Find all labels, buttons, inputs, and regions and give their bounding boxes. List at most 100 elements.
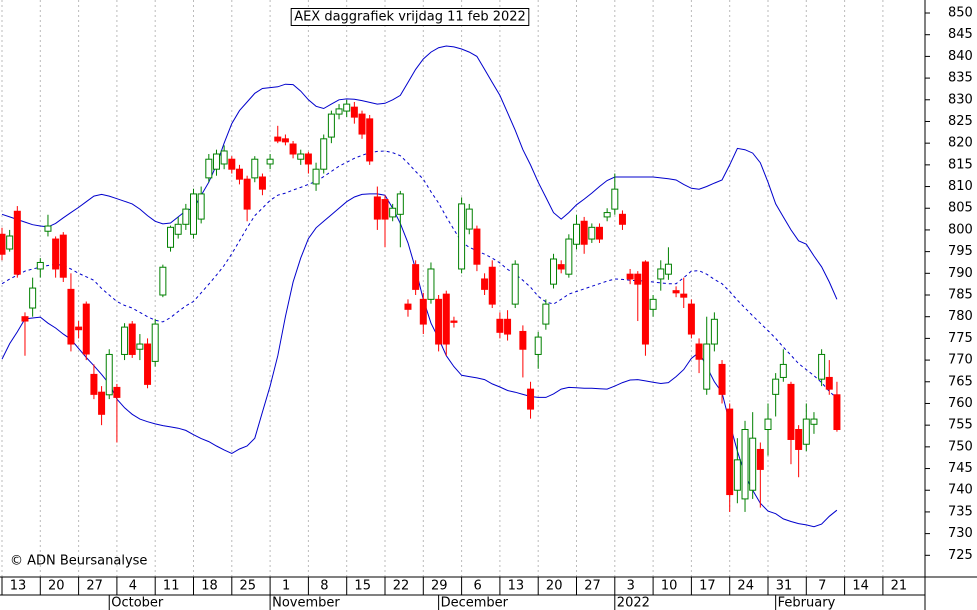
x-tick-label: 22 (393, 579, 410, 594)
candle-body (167, 226, 175, 248)
candle-body (664, 263, 672, 275)
candle-body (389, 207, 397, 218)
candle-body (67, 288, 75, 345)
candle-body (52, 238, 60, 270)
candle-body (802, 418, 810, 445)
candle-body (243, 178, 251, 210)
candle-body (588, 226, 596, 240)
y-tick-label: 785 (948, 288, 973, 303)
x-tick-label: 31 (776, 579, 793, 594)
candle-body (795, 428, 803, 450)
candle-body (220, 150, 228, 165)
candle-body (82, 303, 90, 355)
x-tick-label: 11 (163, 579, 180, 594)
candle-body (228, 158, 236, 170)
y-tick-label: 745 (948, 461, 973, 476)
candle-body (557, 264, 565, 270)
grid (1, 0, 884, 577)
month-label: December (441, 596, 509, 610)
candle-body (59, 234, 67, 278)
candle-body (251, 158, 259, 179)
candle-body (258, 176, 266, 190)
candle-body (695, 343, 703, 360)
y-tick-label: 735 (948, 504, 973, 519)
candle-body (542, 303, 550, 325)
candle-body (504, 318, 512, 335)
candle-body (634, 273, 642, 285)
candle-body (182, 208, 190, 225)
candle-body (687, 303, 695, 335)
y-tick-label: 755 (948, 418, 973, 433)
candle-body (733, 459, 741, 491)
y-tick-label: 770 (948, 353, 973, 368)
x-tick-label: 14 (852, 579, 869, 594)
candle-body (458, 203, 466, 270)
candle-body (527, 388, 535, 410)
band-upper (1, 45, 838, 300)
candle-body (412, 264, 420, 290)
y-tick-label: 845 (948, 27, 973, 42)
candle-body (151, 323, 159, 362)
candle-body (818, 353, 826, 380)
credit: © ADN Beursanalyse (10, 554, 147, 569)
y-tick-label: 750 (948, 439, 973, 454)
y-tick-label: 730 (948, 526, 973, 541)
candle-body (281, 138, 289, 143)
candle-body (36, 261, 44, 270)
candle-body (235, 168, 243, 180)
candle-body (764, 418, 772, 430)
y-tick-label: 795 (948, 244, 973, 259)
candle-body (0, 233, 6, 255)
candle-body (266, 158, 274, 165)
candle-body (718, 363, 726, 395)
candle-body (657, 268, 665, 280)
candle-body (603, 212, 611, 218)
candle-body (649, 298, 657, 310)
y-tick-label: 835 (948, 71, 973, 86)
candle-body (710, 318, 718, 345)
candle-body (174, 223, 182, 235)
candle-body (13, 210, 21, 275)
candle-body (680, 293, 688, 298)
candle-body (618, 213, 626, 225)
x-tick-label: 4 (129, 579, 137, 594)
candle-body (343, 103, 351, 112)
candle-body (519, 330, 527, 350)
candle-body (404, 303, 412, 310)
title-box (290, 8, 530, 26)
candle-body (703, 343, 711, 390)
y-tick-label: 780 (948, 309, 973, 324)
month-label: 2022 (617, 596, 650, 610)
y-tick-label: 825 (948, 114, 973, 129)
x-tick-label: 29 (431, 579, 448, 594)
x-tick-label: 27 (86, 579, 103, 594)
candle-body (772, 378, 780, 395)
candle-body (672, 290, 680, 294)
candle-body (366, 118, 374, 162)
x-tick-label: 7 (818, 579, 826, 594)
y-tick-label: 850 (948, 6, 973, 21)
y-tick-label: 830 (948, 92, 973, 107)
x-tick-label: 24 (737, 579, 754, 594)
candle-body (726, 408, 734, 496)
candle-body (833, 394, 841, 430)
candle-body (297, 153, 305, 160)
x-tick-label: 3 (627, 579, 635, 594)
candle-body (6, 235, 14, 250)
candle-body (113, 386, 121, 398)
candle-body (442, 293, 450, 345)
y-tick-label: 810 (948, 179, 973, 194)
y-tick-label: 725 (948, 548, 973, 563)
candle-body (465, 208, 473, 230)
candle-body (289, 143, 297, 155)
candle-body (641, 261, 649, 345)
candle-body (373, 196, 381, 220)
month-label: February (778, 596, 836, 610)
candle-body (810, 418, 818, 425)
candle-body (335, 108, 343, 115)
x-tick-label: 27 (584, 579, 601, 594)
y-tick-label: 840 (948, 49, 973, 64)
chart-title: AEX daggrafiek vrijdag 11 feb 2022 (294, 10, 526, 25)
